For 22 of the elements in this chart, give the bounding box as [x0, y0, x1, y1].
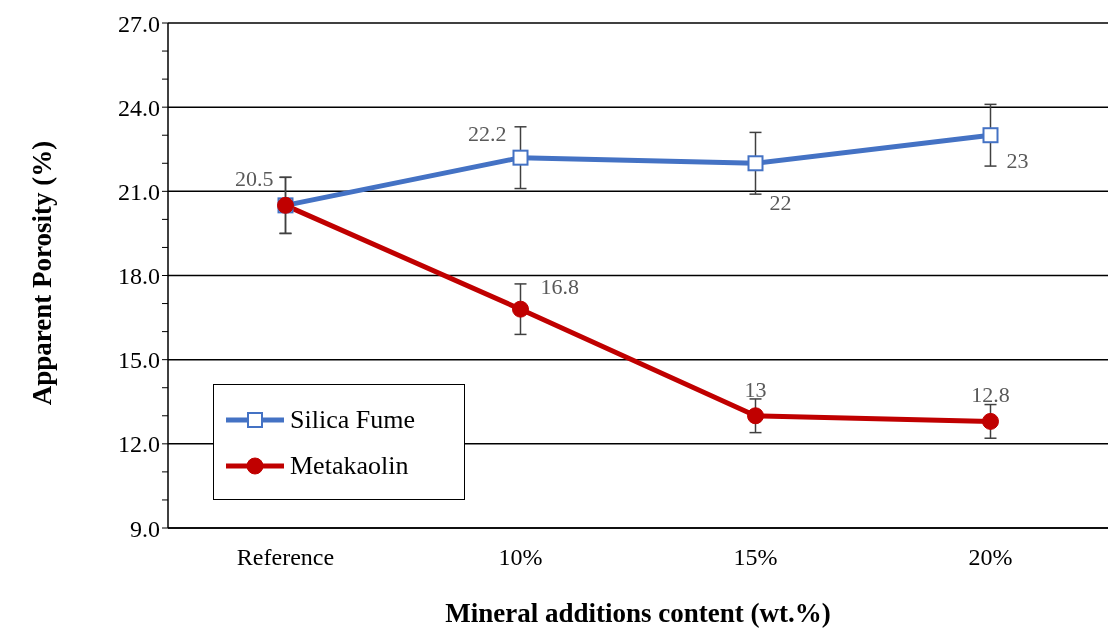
y-tick-label: 21.0 [118, 178, 160, 205]
legend-label: Metakaolin [290, 451, 409, 481]
y-axis-title: Apparent Porosity (%) [26, 140, 58, 406]
data-label: 12.8 [971, 382, 1010, 408]
x-axis-title: Mineral additions content (wt.%) [444, 598, 832, 629]
y-tick-label: 27.0 [118, 10, 160, 37]
x-tick-label: 20% [968, 544, 1013, 571]
y-tick-label: 18.0 [118, 263, 160, 290]
data-label: 20.5 [235, 166, 274, 192]
data-label: 13 [744, 376, 767, 402]
y-tick-label: 24.0 [118, 94, 160, 121]
data-label: 23 [1006, 148, 1029, 174]
y-tick-label: 12.0 [118, 431, 160, 458]
legend-label: Silica Fume [290, 405, 415, 435]
y-tick-label: 9.0 [130, 515, 160, 542]
data-label: 22.2 [468, 120, 507, 146]
data-label: 16.8 [540, 274, 579, 300]
x-tick-label: 15% [733, 544, 778, 571]
x-tick-label: 10% [498, 544, 543, 571]
y-tick-label: 15.0 [118, 347, 160, 374]
data-label: 22 [769, 190, 792, 216]
x-tick-label: Reference [236, 544, 335, 571]
